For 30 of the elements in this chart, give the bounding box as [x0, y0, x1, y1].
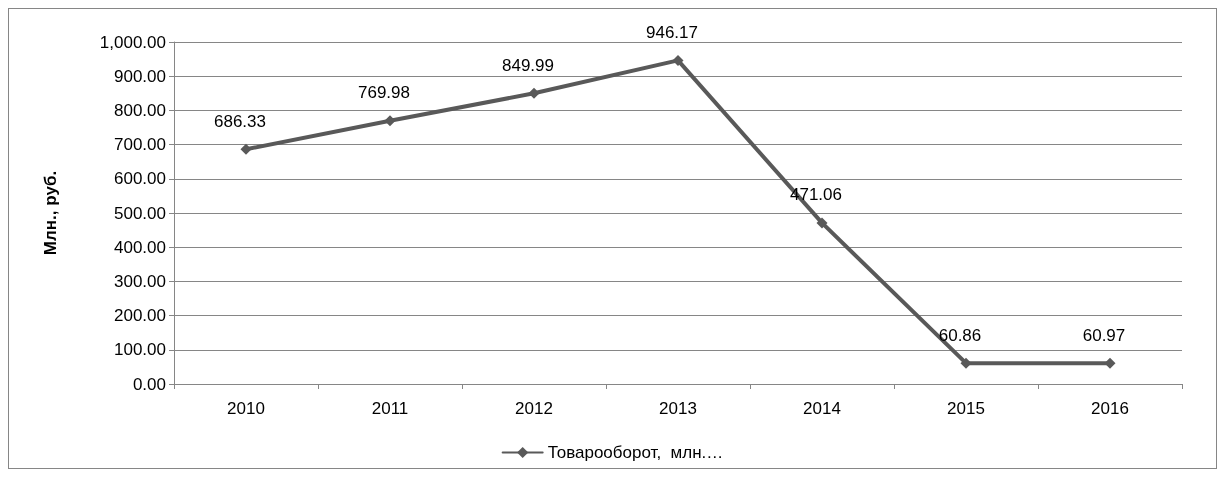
y-tick-label: 600.00 — [114, 169, 166, 189]
data-label: 946.17 — [646, 22, 698, 42]
x-tick-label: 2016 — [1091, 399, 1129, 418]
point — [240, 143, 252, 155]
x-tick-label: 2011 — [371, 399, 409, 418]
x-tick-label: 2014 — [803, 399, 841, 418]
data-label: 849.99 — [502, 55, 554, 75]
y-tick-label: 300.00 — [114, 271, 166, 291]
y-tick-label: 200.00 — [114, 306, 166, 326]
y-tick-label: 700.00 — [114, 135, 166, 155]
legend-label: Товарооборот, млн.… — [547, 443, 724, 462]
data-label: 686.33 — [214, 111, 266, 131]
y-tick-label: 100.00 — [114, 340, 166, 360]
y-tick-label: 800.00 — [114, 100, 166, 120]
point — [528, 87, 540, 99]
x-tick-label: 2012 — [515, 399, 553, 418]
y-axis-title: Млн., руб. — [41, 170, 60, 256]
y-tick-label: 1,000.00 — [99, 32, 166, 52]
x-tick-label: 2013 — [659, 399, 697, 418]
y-tick-label: 400.00 — [114, 237, 166, 257]
y-tick-label: 500.00 — [114, 203, 166, 223]
point — [816, 217, 828, 229]
data-label: 60.86 — [938, 325, 982, 345]
y-tick-label: 900.00 — [114, 66, 166, 86]
data-label: 769.98 — [358, 83, 410, 103]
point — [672, 54, 684, 66]
x-tick-label: 2015 — [947, 399, 985, 418]
y-tick-label: 0.00 — [132, 374, 166, 394]
data-label: 60.97 — [1082, 325, 1126, 345]
x-tick-label: 2010 — [227, 399, 265, 418]
